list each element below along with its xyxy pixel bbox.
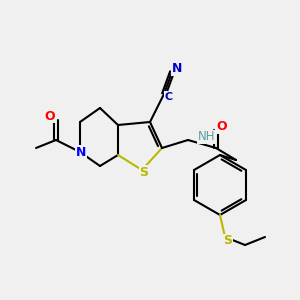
- Text: N: N: [76, 146, 86, 158]
- Text: C: C: [165, 92, 173, 102]
- Text: NH: NH: [198, 130, 215, 143]
- Text: N: N: [172, 62, 182, 76]
- Text: O: O: [217, 121, 227, 134]
- Text: O: O: [45, 110, 55, 122]
- Text: S: S: [224, 235, 232, 248]
- Text: S: S: [140, 166, 148, 178]
